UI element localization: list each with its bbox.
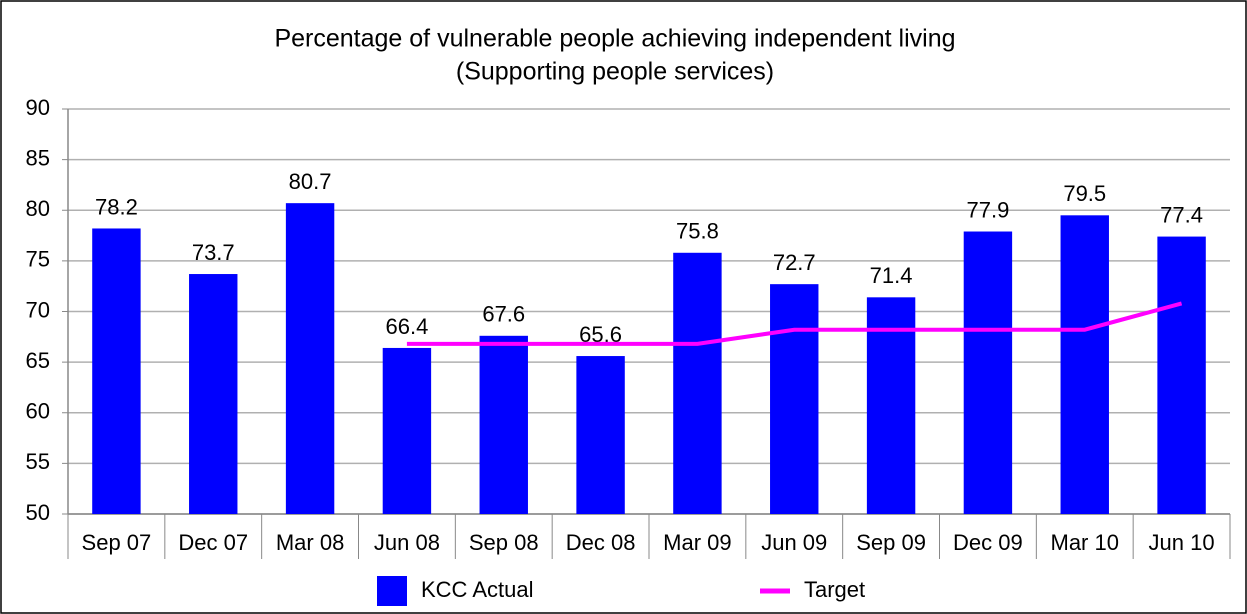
bar [479,335,528,514]
data-label: 80.7 [289,169,332,194]
x-tick-label: Mar 10 [1051,530,1119,555]
data-label: 67.6 [482,302,525,327]
bar [189,274,238,514]
data-label: 78.2 [95,194,138,219]
data-label: 66.4 [386,314,429,339]
bar [576,356,625,514]
bar [673,252,722,514]
bar [285,203,335,514]
data-label: 71.4 [870,263,913,288]
bar [1157,236,1206,514]
x-tick-label: Sep 08 [469,530,539,555]
y-tick-label: 65 [26,348,50,373]
y-tick-label: 75 [26,247,50,272]
data-label: 77.4 [1160,202,1203,227]
y-tick-label: 70 [26,297,50,322]
x-tick-label: Jun 08 [374,530,440,555]
legend-label: KCC Actual [421,577,534,602]
x-tick-label: Dec 08 [566,530,636,555]
x-tick-label: Jun 09 [761,530,827,555]
bar [770,284,819,514]
bar [382,347,432,514]
chart-title: Percentage of vulnerable people achievin… [274,25,955,53]
data-label: 73.7 [192,240,235,265]
bar [92,228,141,514]
bar [1060,215,1109,514]
x-tick-label: Sep 07 [82,530,152,555]
target-line [406,301,1183,346]
data-label: 77.9 [967,197,1010,222]
bar [866,297,916,514]
y-tick-label: 50 [26,500,50,525]
y-tick-label: 60 [26,399,50,424]
legend-swatch [377,576,407,606]
x-tick-label: Mar 08 [276,530,344,555]
y-tick-label: 90 [26,95,50,120]
bar [963,231,1013,514]
x-tick-label: Dec 07 [178,530,248,555]
y-tick-label: 80 [26,196,50,221]
legend-label: Target [804,577,865,602]
y-tick-label: 55 [26,449,50,474]
y-tick-label: 85 [26,145,50,170]
data-label: 72.7 [773,250,816,275]
data-label: 75.8 [676,219,719,244]
data-label: 79.5 [1063,181,1106,206]
chart-subtitle: (Supporting people services) [456,58,774,86]
x-tick-label: Sep 09 [856,530,926,555]
x-tick-label: Mar 09 [663,530,731,555]
x-tick-label: Dec 09 [953,530,1023,555]
x-tick-label: Jun 10 [1149,530,1215,555]
